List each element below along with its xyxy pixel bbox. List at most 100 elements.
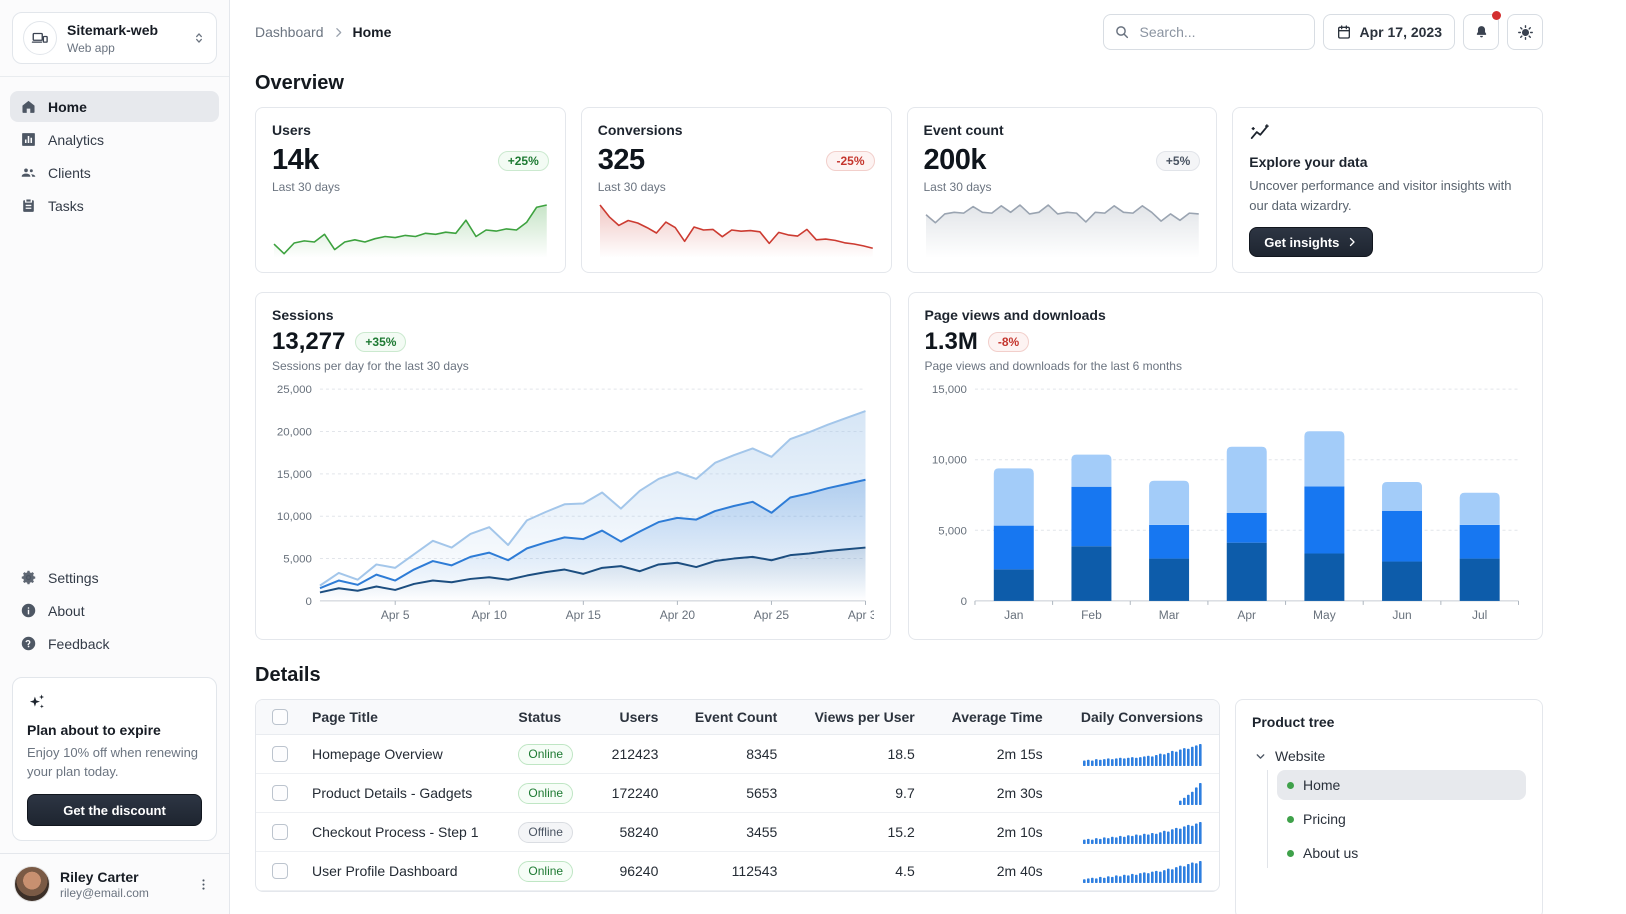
details-table-card: Page Title Status Users Event Count View… xyxy=(255,699,1220,892)
table-row[interactable]: User Profile Dashboard Online 96240 1125… xyxy=(256,851,1219,891)
tree-item-pricing[interactable]: Pricing xyxy=(1277,804,1526,834)
conversions-sparkline-chart xyxy=(599,204,873,258)
ellipsis-vertical-icon xyxy=(202,878,205,890)
sessions-title: Sessions xyxy=(272,307,334,323)
sidebar-item-analytics[interactable]: Analytics xyxy=(10,124,219,155)
status-badge: Online xyxy=(518,782,574,804)
svg-text:Apr 30: Apr 30 xyxy=(848,608,874,622)
cell-page-title: Homepage Overview xyxy=(296,734,503,774)
chevron-right-icon xyxy=(1350,237,1356,247)
stat-caption: Last 30 days xyxy=(272,180,341,194)
cell-views-per-user: 15.2 xyxy=(793,812,931,852)
tree-item-home[interactable]: Home xyxy=(1277,770,1526,800)
col-views-per-user[interactable]: Views per User xyxy=(793,700,931,735)
sidebar-item-label: Tasks xyxy=(48,197,84,214)
notifications-button[interactable] xyxy=(1463,11,1501,50)
trend-badge: -25% xyxy=(826,150,875,171)
pageviews-card: Page views and downloads 1.3M -8% Page v… xyxy=(907,292,1543,640)
sidebar-item-feedback[interactable]: Feedback xyxy=(10,628,219,659)
row-checkbox[interactable] xyxy=(272,746,288,762)
date-picker-button[interactable]: Apr 17, 2023 xyxy=(1322,14,1455,50)
get-discount-button[interactable]: Get the discount xyxy=(27,794,202,826)
svg-text:Mar: Mar xyxy=(1158,608,1179,622)
sidebar-item-about[interactable]: About xyxy=(10,595,219,626)
get-insights-button[interactable]: Get insights xyxy=(1249,227,1374,257)
row-checkbox[interactable] xyxy=(272,785,288,801)
svg-text:Jun: Jun xyxy=(1392,608,1411,622)
status-badge: Online xyxy=(518,860,574,882)
col-status[interactable]: Status xyxy=(502,700,593,735)
sidebar-item-settings[interactable]: Settings xyxy=(10,562,219,593)
workspace-switcher[interactable]: Sitemark-web Web app xyxy=(12,12,217,64)
theme-toggle-button[interactable] xyxy=(1507,14,1543,50)
workspace-text: Sitemark-web Web app xyxy=(67,22,182,55)
chevron-right-icon xyxy=(332,26,345,39)
tree-item-about-us[interactable]: About us xyxy=(1277,838,1526,868)
clipboard-icon xyxy=(20,197,37,214)
cell-event-count: 3455 xyxy=(674,812,794,852)
col-average-time[interactable]: Average Time xyxy=(930,700,1059,735)
sessions-card: Sessions 13,277 +35% Sessions per day fo… xyxy=(255,292,891,640)
col-daily-conversions[interactable]: Daily Conversions xyxy=(1058,700,1219,735)
col-event-count[interactable]: Event Count xyxy=(674,700,794,735)
conversions-stat-card[interactable]: Conversions 325 -25% Last 30 days xyxy=(580,107,892,273)
workspace-name: Sitemark-web xyxy=(67,21,159,38)
row-checkbox[interactable] xyxy=(272,863,288,879)
daily-conversions-sparkline xyxy=(1083,822,1202,844)
breadcrumb-dashboard[interactable]: Dashboard xyxy=(255,24,324,40)
users-stat-card[interactable]: Users 14k +25% Last 30 days xyxy=(255,107,566,273)
svg-text:Jan: Jan xyxy=(1004,608,1023,622)
eventcount-sparkline-chart xyxy=(924,204,1199,258)
explore-title: Explore your data xyxy=(1249,154,1368,170)
tree-item-label: Website xyxy=(1275,748,1326,764)
main-content: Dashboard Home Apr 17, 2023 xyxy=(230,0,1626,914)
table-row[interactable]: Homepage Overview Online 212423 8345 18.… xyxy=(256,734,1219,774)
plan-body: Enjoy 10% off when renewing your plan to… xyxy=(27,745,199,780)
user-menu-button[interactable] xyxy=(192,873,215,896)
col-page-title[interactable]: Page Title xyxy=(296,700,503,735)
row-checkbox[interactable] xyxy=(272,824,288,840)
col-users[interactable]: Users xyxy=(592,700,675,735)
cell-page-title: Checkout Process - Step 1 xyxy=(296,812,503,852)
svg-text:5,000: 5,000 xyxy=(938,525,967,537)
cell-event-count: 5653 xyxy=(674,773,794,813)
svg-text:15,000: 15,000 xyxy=(931,384,966,396)
cell-users: 172240 xyxy=(592,773,675,813)
insights-icon xyxy=(1249,122,1271,144)
sidebar-item-clients[interactable]: Clients xyxy=(10,157,219,188)
svg-text:Apr 15: Apr 15 xyxy=(566,608,602,622)
sidebar-item-home[interactable]: Home xyxy=(10,91,219,122)
sidebar-item-tasks[interactable]: Tasks xyxy=(10,190,219,221)
cell-event-count: 8345 xyxy=(674,734,794,774)
svg-text:Feb: Feb xyxy=(1081,608,1102,622)
tree-item-website[interactable]: Website xyxy=(1252,744,1526,768)
plan-expire-card: Plan about to expire Enjoy 10% off when … xyxy=(12,677,217,841)
get-insights-label: Get insights xyxy=(1264,234,1340,250)
primary-nav: Home Analytics Clients Tasks xyxy=(0,77,229,221)
daily-conversions-sparkline xyxy=(1083,744,1202,766)
select-all-checkbox[interactable] xyxy=(272,709,288,725)
pageviews-chart: 0 5,000 10,000 15,000 Jan Feb Mar Apr May Jun Jul xyxy=(925,379,1527,625)
table-row[interactable]: Product Details - Gadgets Online 172240 … xyxy=(256,773,1219,813)
table-row[interactable]: Checkout Process - Step 1 Offline 58240 … xyxy=(256,812,1219,852)
sidebar-item-label: Settings xyxy=(48,569,99,586)
gear-icon xyxy=(20,569,37,586)
stat-value: 14k xyxy=(272,144,319,176)
search-field xyxy=(1102,14,1315,50)
sessions-value: 13,277 xyxy=(272,328,346,355)
stat-title: Event count xyxy=(923,122,1004,138)
bell-icon xyxy=(1476,25,1486,37)
eventcount-stat-card[interactable]: Event count 200k +5% Last 30 days xyxy=(906,107,1218,273)
tree-item-label: Pricing xyxy=(1303,811,1346,827)
search-input[interactable] xyxy=(1137,23,1304,41)
sidebar-item-label: Clients xyxy=(48,164,91,181)
tree-children: Home Pricing About us xyxy=(1267,770,1526,868)
search-icon xyxy=(1115,26,1128,39)
daily-conversions-sparkline xyxy=(1179,783,1202,805)
green-dot-icon xyxy=(1287,849,1294,857)
daily-conversions-sparkline xyxy=(1083,861,1202,883)
tree-item-label: Home xyxy=(1303,777,1341,793)
top-actions: Apr 17, 2023 xyxy=(1102,11,1543,50)
tree-item-label: About us xyxy=(1303,845,1359,861)
